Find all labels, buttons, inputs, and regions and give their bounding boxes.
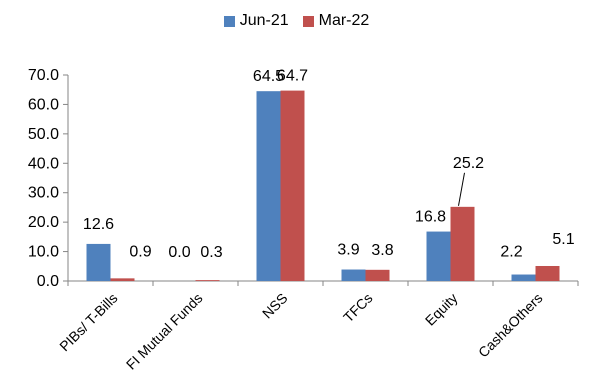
bar-series-1 <box>426 231 451 281</box>
y-tick-label: 40.0 <box>28 155 59 172</box>
axes <box>63 74 579 286</box>
x-tick-label: PIBs/ T-Bills <box>56 290 120 354</box>
data-label: 5.1 <box>552 231 574 248</box>
bar-series-1 <box>341 269 366 281</box>
data-label: 0.0 <box>168 244 190 261</box>
legend-item-series-2: Mar-22 <box>302 12 370 30</box>
legend-swatch-series-1 <box>223 15 235 27</box>
data-label: 16.8 <box>415 209 446 226</box>
x-tick-label: FI Mutual Funds <box>123 290 206 373</box>
y-tick-label: 60.0 <box>28 96 59 113</box>
bar-series-1 <box>86 243 111 281</box>
y-tick-label: 50.0 <box>28 126 59 143</box>
bars <box>86 90 560 282</box>
x-tick-label: TFCs <box>340 290 376 326</box>
legend-label-series-1: Jun-21 <box>239 12 289 29</box>
bar-series-2 <box>110 278 135 281</box>
legend-item-series-1: Jun-21 <box>223 12 289 30</box>
data-label: 64.7 <box>277 68 308 85</box>
y-tick-label: 30.0 <box>28 185 59 202</box>
data-label: 3.8 <box>371 242 393 259</box>
y-tick-label: 10.0 <box>28 244 59 261</box>
bar-series-2 <box>535 265 560 281</box>
leader-line <box>458 172 465 206</box>
y-tick-labels: 0.0 10.0 20.0 30.0 40.0 50.0 60.0 70.0 <box>28 67 59 290</box>
y-tick-label: 70.0 <box>28 67 59 84</box>
bar-series-1 <box>256 91 281 281</box>
data-label: 2.2 <box>500 244 522 261</box>
bar-series-2 <box>365 269 390 281</box>
x-tick-labels: PIBs/ T-Bills FI Mutual Funds NSS TFCs Equit… <box>56 290 545 373</box>
legend-label-series-2: Mar-22 <box>318 12 370 29</box>
x-tick-label: Equity <box>422 290 461 329</box>
data-label: 25.2 <box>453 155 484 172</box>
x-tick-label: NSS <box>259 290 291 322</box>
data-labels: 12.6 0.9 0.0 0.3 64.564.7 3.9 3.8 16.8 25.2 2.2 5.… <box>83 68 575 261</box>
bar-series-2 <box>450 206 475 281</box>
x-tick-label: Cash&Others <box>475 290 546 361</box>
bar-series-2 <box>195 280 220 281</box>
legend-swatch-series-2 <box>302 15 314 27</box>
bar-series-2 <box>280 90 305 282</box>
data-label: 12.6 <box>83 216 114 233</box>
bar-series-1 <box>511 274 536 281</box>
data-label: 3.9 <box>337 242 359 259</box>
y-tick-label: 20.0 <box>28 214 59 231</box>
data-label: 0.9 <box>129 243 151 260</box>
legend: Jun-21 Mar-22 <box>0 12 593 30</box>
y-tick-label: 0.0 <box>37 273 59 290</box>
data-label: 0.3 <box>200 244 222 261</box>
data-label: 64.5 <box>253 68 284 85</box>
